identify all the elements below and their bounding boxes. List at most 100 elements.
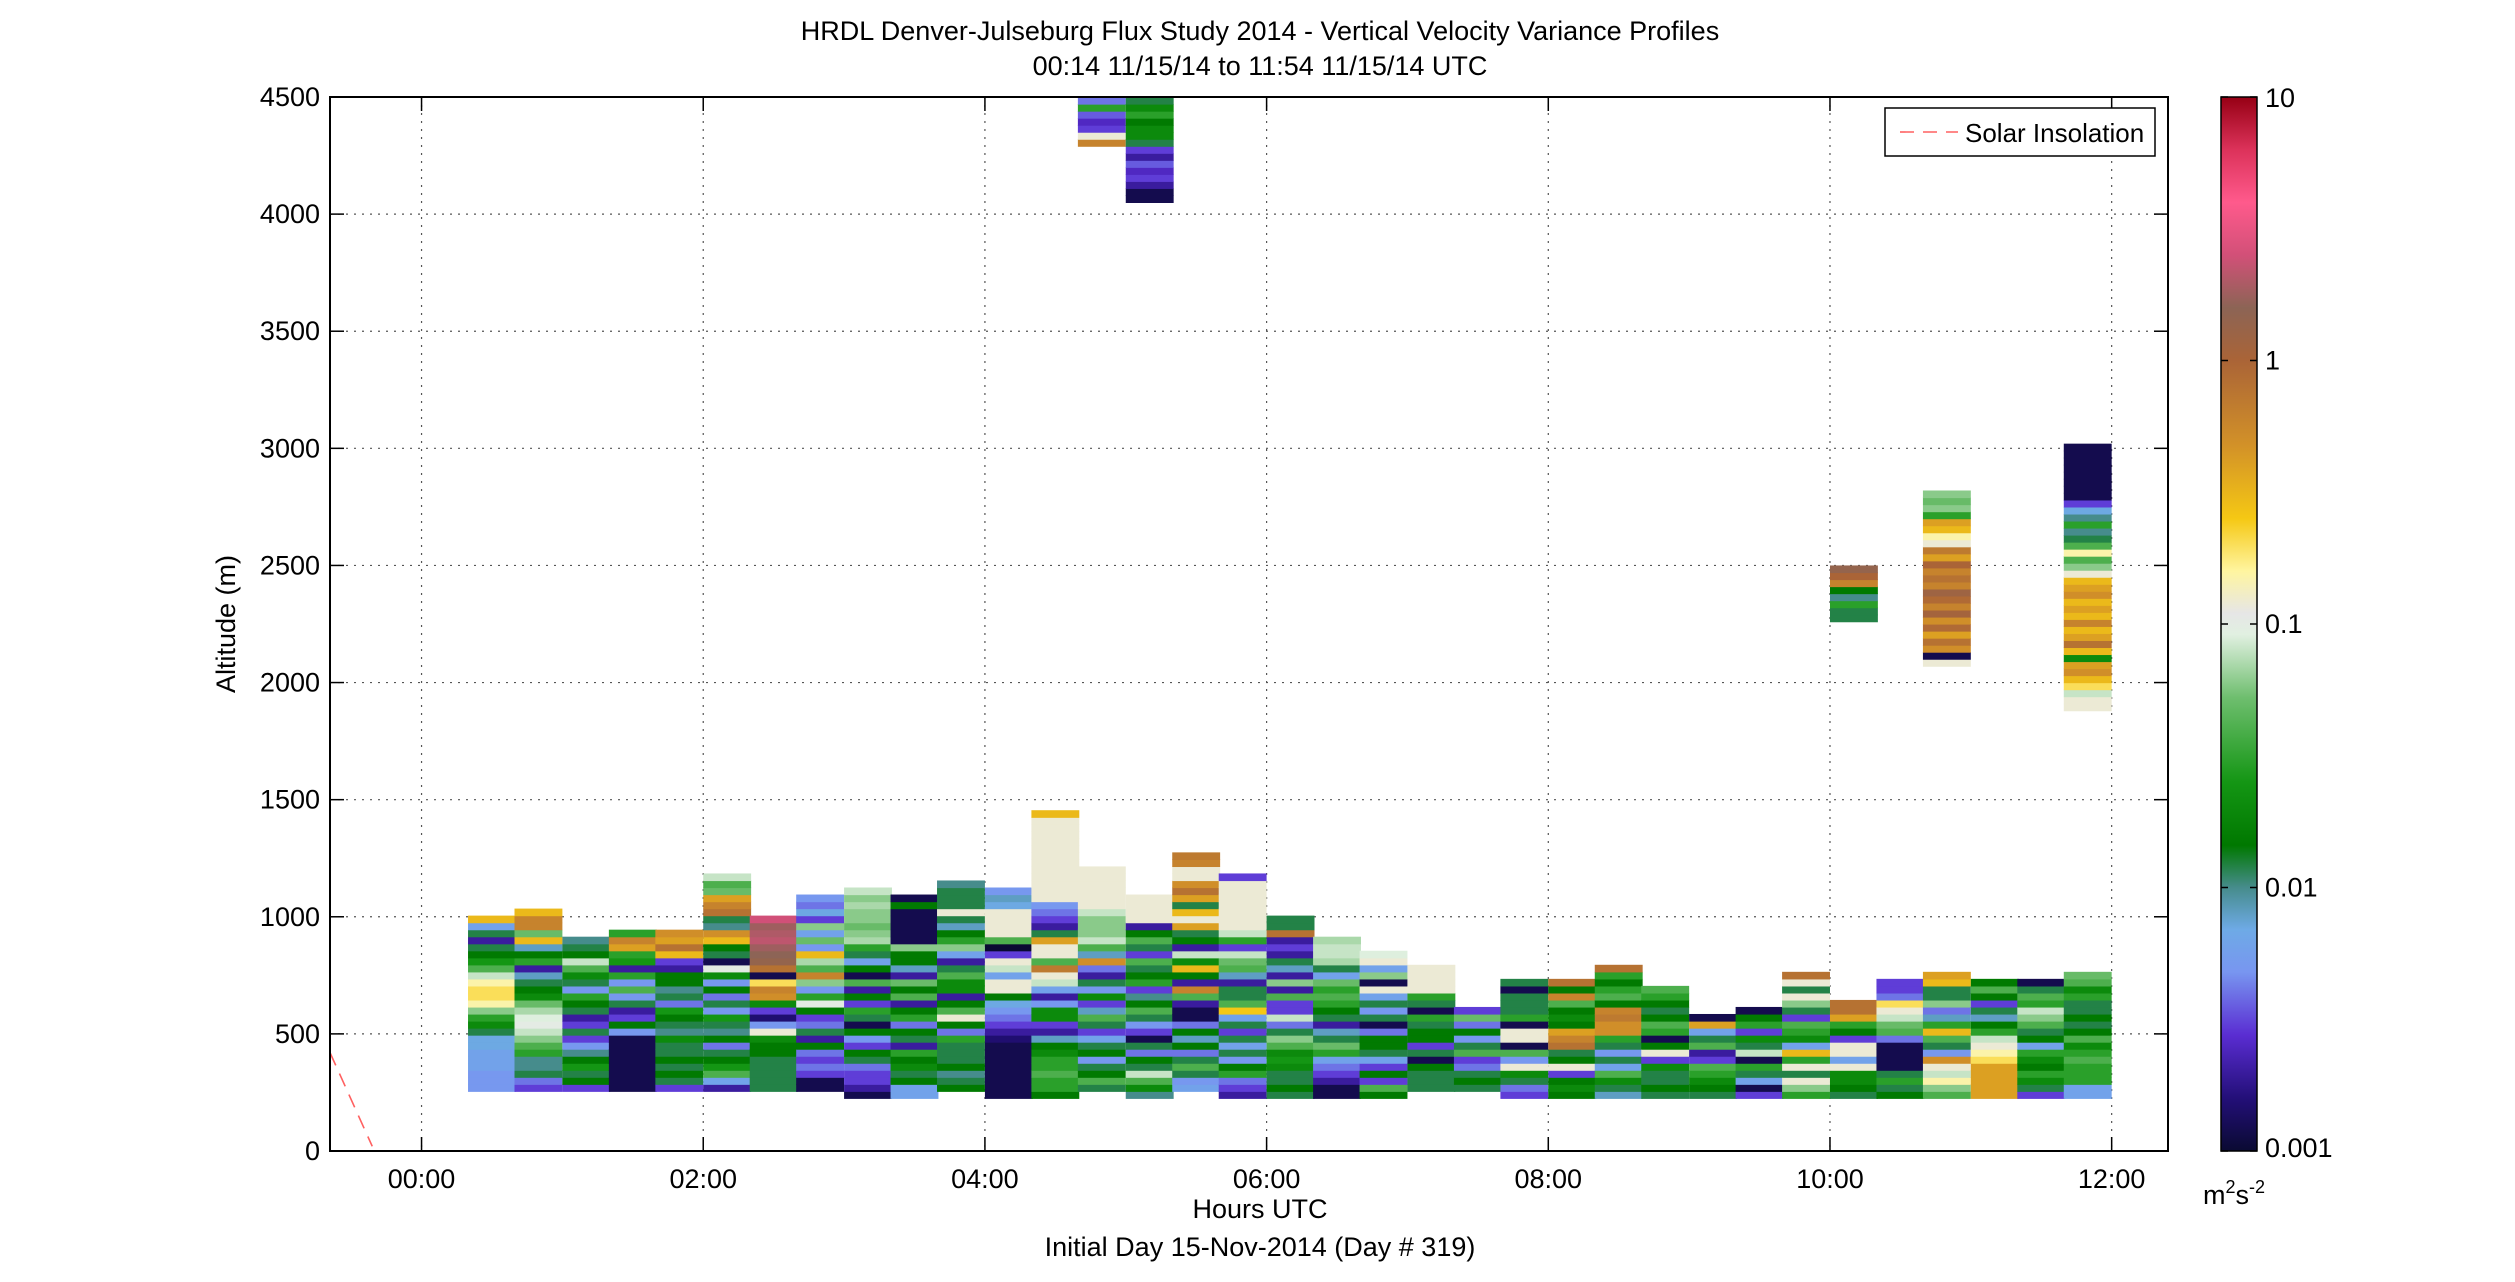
heatmap-cell	[1172, 992, 1221, 1001]
heatmap-cell	[1125, 167, 1174, 175]
heatmap-cell	[1313, 971, 1361, 980]
heatmap-cell	[1125, 964, 1174, 973]
heatmap-cell	[1266, 978, 1315, 987]
heatmap-cell	[1125, 908, 1174, 917]
heatmap-cell	[796, 1021, 845, 1029]
heatmap-cell	[1359, 1049, 1408, 1057]
heatmap-cell	[844, 929, 892, 938]
heatmap-cell	[1407, 971, 1456, 980]
heatmap-cell	[1125, 1056, 1174, 1064]
heatmap-cell	[514, 1021, 563, 1029]
heatmap-cell	[1407, 1077, 1456, 1085]
heatmap-cell	[1031, 831, 1080, 839]
heatmap-cell	[890, 901, 939, 910]
heatmap-cell	[2063, 696, 2112, 705]
heatmap-cell	[1172, 978, 1221, 987]
heatmap-cell	[468, 1013, 516, 1022]
heatmap-cell	[844, 978, 892, 987]
heatmap-cell	[890, 978, 939, 987]
heatmap-cell	[608, 1049, 657, 1057]
heatmap-cell	[1453, 1049, 1502, 1057]
heatmap-cell	[1125, 992, 1174, 1001]
heatmap-cell	[2063, 492, 2112, 501]
heatmap-cell	[749, 999, 798, 1008]
heatmap-cell	[796, 1077, 845, 1085]
heatmap-cell	[984, 1049, 1033, 1057]
heatmap-cell	[1922, 1091, 1971, 1099]
heatmap-cell	[2017, 1035, 2066, 1043]
heatmap-cell	[2063, 464, 2112, 473]
heatmap-cell	[1876, 1042, 1925, 1050]
heatmap-cell	[844, 992, 892, 1001]
heatmap-cell	[2063, 1006, 2112, 1015]
heatmap-cell	[1594, 1063, 1643, 1071]
heatmap-cell	[890, 929, 939, 938]
heatmap-cell	[749, 1028, 798, 1036]
heatmap-cell	[1218, 992, 1267, 1001]
heatmap-cell	[1970, 1021, 2019, 1029]
heatmap-cell	[1031, 1063, 1080, 1071]
heatmap-cell	[2017, 978, 2066, 987]
heatmap-cell	[1218, 978, 1267, 987]
heatmap-cell	[1125, 1049, 1174, 1057]
heatmap-cell	[703, 873, 752, 882]
heatmap-cell	[514, 1063, 563, 1071]
heatmap-cell	[1922, 1013, 1971, 1022]
heatmap-cell	[1077, 132, 1126, 140]
heatmap-cell	[1125, 901, 1174, 910]
heatmap-cell	[1594, 1013, 1643, 1022]
heatmap-cell	[1359, 1084, 1408, 1092]
heatmap-cell	[1125, 195, 1174, 203]
heatmap-cell	[984, 1021, 1033, 1029]
heatmap-cell	[1829, 1021, 1878, 1029]
heatmap-cell	[1922, 1056, 1971, 1064]
heatmap-cell	[1031, 873, 1080, 882]
heatmap-cell	[562, 943, 611, 952]
heatmap-cell	[1922, 631, 1971, 639]
heatmap-cell	[1829, 565, 1878, 574]
heatmap-cell	[937, 985, 985, 994]
heatmap-cell	[1594, 1035, 1643, 1043]
heatmap-cell	[1125, 1013, 1174, 1022]
heatmap-cell	[1077, 992, 1126, 1001]
heatmap-cell	[1172, 964, 1221, 973]
heatmap-cell	[1829, 614, 1878, 623]
heatmap-cell	[1125, 971, 1174, 980]
heatmap-cell	[1689, 1056, 1738, 1064]
heatmap-cell	[796, 1084, 845, 1092]
heatmap-cell	[514, 1077, 563, 1085]
heatmap-cell	[1922, 595, 1971, 604]
heatmap-cell	[1782, 1056, 1830, 1064]
heatmap-cell	[1031, 950, 1080, 959]
heatmap-cell	[1172, 859, 1221, 868]
heatmap-cell	[1548, 1070, 1597, 1078]
heatmap-cell	[1407, 1013, 1456, 1022]
heatmap-cell	[1453, 1028, 1502, 1036]
heatmap-cell	[1970, 1042, 2019, 1050]
heatmap-cell	[562, 950, 611, 959]
heatmap-cell	[1922, 971, 1971, 980]
y-tick-label: 2500	[260, 550, 320, 580]
heatmap-cell	[1172, 894, 1221, 903]
heatmap-cell	[468, 971, 516, 980]
heatmap-cell	[1407, 992, 1456, 1001]
heatmap-cell	[844, 887, 892, 896]
heatmap-cell	[468, 1063, 516, 1071]
heatmap-cell	[1125, 174, 1174, 182]
heatmap-cell	[1735, 1028, 1784, 1036]
heatmap-cell	[984, 1042, 1033, 1050]
heatmap-cell	[937, 971, 985, 980]
heatmap-cell	[703, 971, 752, 980]
heatmap-cell	[1313, 1035, 1361, 1043]
heatmap-cell	[1077, 950, 1126, 959]
heatmap-cell	[1031, 1084, 1080, 1092]
heatmap-cell	[1031, 810, 1080, 818]
heatmap-cell	[1407, 964, 1456, 973]
heatmap-cell	[1031, 845, 1080, 853]
heatmap-cell	[1453, 1056, 1502, 1064]
heatmap-cell	[844, 1070, 892, 1078]
heatmap-cell	[844, 922, 892, 931]
heatmap-cell	[1266, 1063, 1315, 1071]
heatmap-cell	[1922, 624, 1971, 632]
heatmap-cell	[1031, 859, 1080, 868]
